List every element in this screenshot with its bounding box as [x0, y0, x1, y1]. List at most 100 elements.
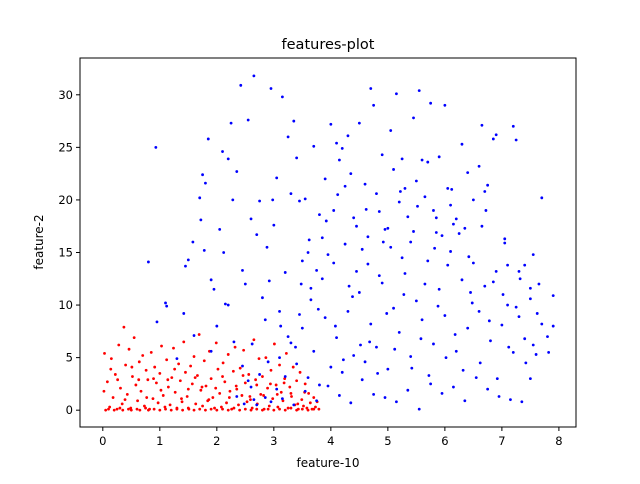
data-point — [528, 377, 532, 381]
data-point — [279, 324, 283, 328]
data-point — [389, 245, 393, 249]
data-point — [417, 89, 421, 92]
data-point — [249, 385, 253, 389]
x-tick-label: 5 — [384, 434, 391, 448]
data-point — [184, 264, 187, 268]
data-point — [182, 312, 186, 315]
data-point — [306, 251, 310, 254]
data-point — [551, 294, 555, 297]
data-point — [199, 218, 203, 222]
data-point — [145, 396, 149, 399]
data-point — [275, 393, 279, 396]
data-point — [423, 282, 427, 286]
data-point — [385, 312, 389, 315]
data-point — [275, 176, 279, 180]
data-point — [300, 259, 304, 263]
data-point — [199, 388, 203, 392]
data-point — [214, 341, 218, 345]
data-point — [283, 408, 287, 412]
data-point — [294, 345, 297, 349]
data-point — [410, 366, 414, 370]
data-point — [169, 408, 173, 412]
data-point — [366, 262, 370, 266]
data-point — [307, 391, 311, 395]
data-point — [443, 103, 447, 107]
data-point — [234, 384, 238, 388]
data-point — [335, 336, 338, 340]
data-point — [318, 383, 321, 387]
data-point — [412, 116, 415, 120]
data-point — [377, 274, 381, 278]
data-point — [517, 270, 521, 273]
data-point — [489, 339, 492, 343]
data-point — [280, 95, 284, 99]
data-point — [204, 408, 207, 412]
data-point — [233, 345, 237, 349]
data-point — [269, 368, 273, 372]
data-point — [245, 400, 249, 404]
data-point — [125, 393, 129, 396]
data-point — [291, 365, 295, 369]
data-point — [278, 363, 281, 367]
data-point — [360, 378, 364, 382]
data-point — [528, 286, 532, 290]
data-point — [426, 160, 430, 164]
data-point — [201, 404, 204, 408]
data-point — [120, 402, 124, 406]
data-point — [440, 234, 444, 238]
data-point — [523, 337, 527, 341]
data-point — [480, 123, 484, 127]
data-point — [446, 263, 450, 267]
x-tick-label: 4 — [327, 434, 334, 448]
data-point — [118, 406, 122, 410]
data-point — [386, 367, 390, 371]
data-point — [432, 209, 435, 212]
data-point — [316, 307, 320, 311]
data-point — [409, 355, 413, 358]
data-point — [346, 309, 350, 313]
data-point — [259, 393, 263, 396]
data-point — [242, 348, 246, 352]
data-point — [395, 92, 398, 96]
data-point — [437, 155, 441, 159]
data-point — [295, 379, 299, 383]
data-point — [346, 134, 350, 138]
data-point — [303, 382, 307, 386]
data-point — [381, 240, 385, 244]
data-point — [255, 403, 259, 407]
data-point — [246, 118, 250, 122]
data-point — [155, 381, 158, 385]
data-point — [255, 407, 259, 411]
data-point — [261, 296, 264, 300]
data-point — [161, 394, 165, 397]
data-point — [147, 260, 150, 264]
data-point — [494, 133, 498, 137]
data-point — [261, 408, 264, 412]
data-point — [154, 145, 158, 149]
data-point — [466, 171, 470, 174]
data-point — [351, 295, 354, 299]
data-point — [257, 357, 261, 361]
data-point — [122, 325, 126, 329]
data-point — [215, 324, 219, 328]
data-point — [111, 396, 115, 399]
data-point — [403, 272, 407, 275]
data-point — [209, 278, 213, 282]
data-point — [427, 374, 431, 377]
data-point — [372, 393, 376, 396]
data-point — [185, 395, 189, 398]
data-point — [275, 387, 279, 391]
data-point — [302, 404, 305, 408]
data-point — [198, 407, 202, 411]
data-point — [289, 391, 293, 395]
data-point — [317, 407, 321, 411]
data-point — [320, 236, 324, 240]
data-point — [429, 101, 433, 105]
data-point — [273, 342, 276, 346]
data-point — [414, 179, 418, 183]
data-point — [266, 407, 270, 411]
data-point — [192, 334, 196, 337]
data-point — [298, 370, 302, 374]
data-point — [172, 346, 175, 350]
